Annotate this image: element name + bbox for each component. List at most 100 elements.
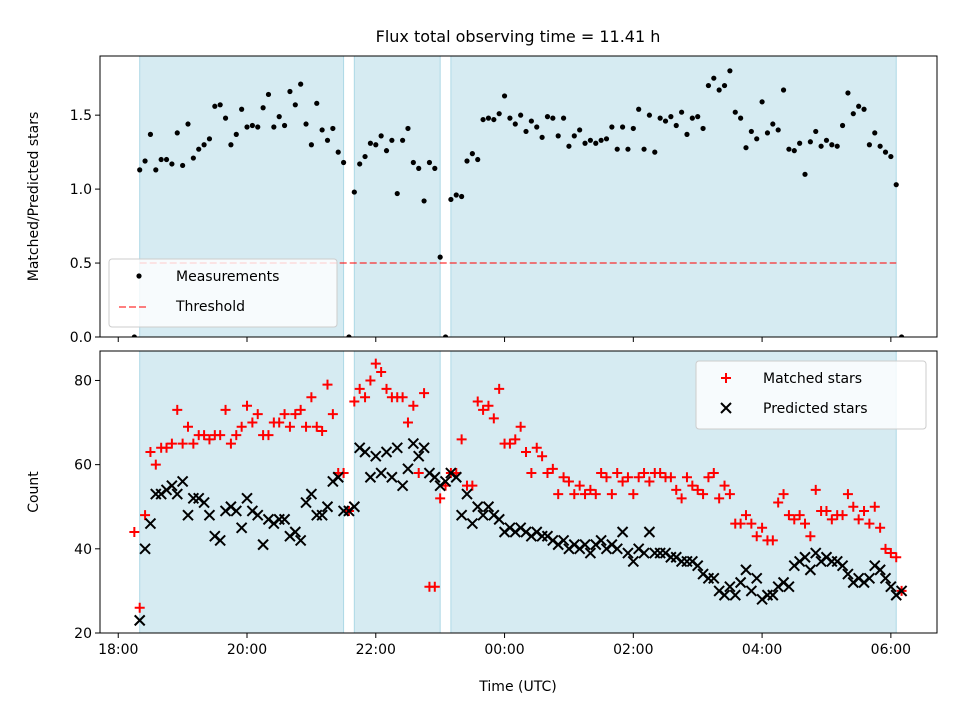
predicted-stars-point <box>321 501 334 513</box>
x-axis-label: Time (UTC) <box>478 679 556 695</box>
matched-stars-point <box>537 451 548 462</box>
measurement-point <box>131 334 137 337</box>
predicted-stars-point <box>627 555 640 568</box>
matched-stars-point <box>467 480 478 491</box>
bottom-panel: 20 40 60 80 18:00 20:00 22:00 00:00 02:00 04:00 06… <box>26 350 938 658</box>
predicted-stars-point <box>439 475 452 488</box>
measurement-point <box>791 148 797 154</box>
matched-stars-point <box>714 493 725 504</box>
predicted-stars-point <box>294 534 307 547</box>
measurement-point <box>233 131 239 137</box>
predicted-stars-point <box>235 522 248 534</box>
measurement-point <box>319 127 325 133</box>
matched-stars-point <box>547 463 558 474</box>
measurement-point <box>566 143 572 149</box>
top-panel: 0.0 0.5 1.0 1.5 Matched/Predicted stars Measu… <box>26 55 938 346</box>
measurement-point <box>721 82 728 89</box>
predicted-stars-point <box>252 509 264 521</box>
predicted-stars-point <box>278 513 291 526</box>
measurement-point <box>400 137 406 143</box>
measurement-point <box>201 142 207 148</box>
predicted-stars-point <box>198 496 210 509</box>
measurement-point <box>464 158 470 164</box>
predicted-stars-point <box>863 572 876 584</box>
matched-stars-point <box>231 430 242 441</box>
matched-stars-point <box>869 501 880 512</box>
predicted-stars-point <box>799 551 811 563</box>
measurement-point <box>700 125 706 132</box>
predicted-stars-point <box>241 492 253 505</box>
matched-stars-point <box>891 552 902 563</box>
matched-stars-point <box>311 421 322 432</box>
predicted-stars-point <box>133 614 146 627</box>
predicted-stars-point <box>429 471 441 483</box>
matched-stars-point <box>633 472 644 483</box>
measurement-point <box>501 93 508 99</box>
measurement-point <box>244 124 250 130</box>
measurement-point <box>625 146 631 152</box>
matched-stars-point <box>724 489 735 500</box>
measurement-point <box>711 75 717 81</box>
measurement-point <box>206 136 213 142</box>
observing-window-band <box>450 55 897 338</box>
matched-stars-point <box>402 417 413 428</box>
measurement-point <box>555 133 561 139</box>
y-axis-label: Matched/Predicted stars <box>26 112 42 282</box>
measurement-point <box>459 193 465 200</box>
x-tick-label: 04:00 <box>742 642 782 658</box>
predicted-stars-point <box>466 517 479 530</box>
matched-stars-point <box>848 501 859 512</box>
measurement-point <box>137 167 143 173</box>
predicted-stars-point <box>386 471 398 483</box>
matched-stars-point <box>676 493 687 504</box>
matched-stars-point <box>569 489 580 500</box>
measurement-point <box>512 121 518 127</box>
measurement-point <box>421 198 427 204</box>
matched-stars-point <box>129 526 140 537</box>
matched-stars-point <box>172 404 183 415</box>
matched-stars-point <box>150 459 161 470</box>
measurement-point <box>265 91 272 98</box>
predicted-stars-point <box>412 450 425 462</box>
measurement-point <box>303 121 309 127</box>
measurement-point <box>839 122 846 129</box>
x-tick-label: 00:00 <box>484 642 524 658</box>
matched-stars-point <box>166 438 177 449</box>
measurement-point <box>603 136 610 142</box>
measurement-point <box>856 103 862 109</box>
legend-box <box>108 258 338 328</box>
matched-stars-point <box>746 518 757 529</box>
matched-stars-point <box>778 489 789 500</box>
measurement-point <box>158 156 164 163</box>
matched-stars-point <box>349 396 360 407</box>
matched-stars-point <box>381 383 392 394</box>
measurement-point <box>888 153 894 160</box>
predicted-stars-point <box>783 580 795 593</box>
predicted-stars-point <box>477 509 489 521</box>
measurement-point <box>893 182 899 188</box>
measurement-point <box>539 134 545 140</box>
matched-stars-point <box>177 438 188 449</box>
matched-stars-point <box>236 421 247 432</box>
predicted-stars-point <box>370 450 382 462</box>
measurement-point <box>646 112 653 118</box>
measurement-point <box>818 143 824 149</box>
matched-stars-point <box>408 400 419 411</box>
matched-stars-point <box>322 379 333 390</box>
measurement-point <box>748 128 754 135</box>
predicted-stars-point <box>316 509 328 521</box>
predicted-stars-point <box>144 517 157 530</box>
predicted-stars-point <box>616 526 629 538</box>
measurement-point <box>442 334 449 337</box>
predicted-stars-point <box>455 509 468 521</box>
predicted-stars-point <box>289 526 302 538</box>
matched-stars-point <box>317 425 328 436</box>
predicted-stars-point <box>595 534 607 547</box>
measurement-point <box>877 143 883 149</box>
matched-stars-point <box>515 421 526 432</box>
matched-stars-point <box>800 518 811 529</box>
matched-stars-point <box>842 489 853 500</box>
predicted-stars-point <box>396 479 409 492</box>
measurement-point <box>754 136 760 142</box>
matched-stars-point <box>708 468 719 479</box>
